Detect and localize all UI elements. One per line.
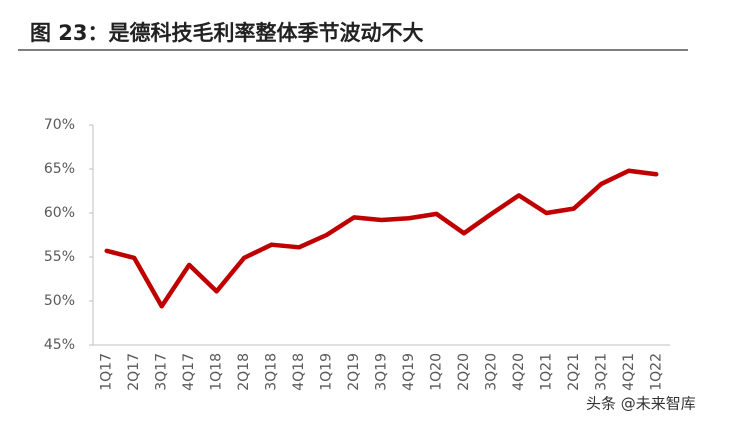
x-tick-label: 3Q21 <box>593 353 609 391</box>
x-tick-label: 1Q20 <box>428 353 444 391</box>
x-tick-label: 2Q18 <box>236 353 252 391</box>
y-tick-label: 65% <box>44 161 75 177</box>
y-tick-label: 70% <box>44 117 75 133</box>
x-tick-label: 4Q18 <box>291 353 307 391</box>
x-tick-label: 4Q20 <box>511 353 527 391</box>
y-tick-label: 60% <box>44 205 75 221</box>
x-tick-label: 2Q17 <box>126 353 142 391</box>
line-series <box>104 168 659 309</box>
x-tick-label: 1Q18 <box>209 353 225 391</box>
x-tick-label: 4Q19 <box>401 353 417 391</box>
x-tick-label: 4Q21 <box>621 353 637 391</box>
y-tick-label: 50% <box>44 293 75 309</box>
x-tick-label: 3Q17 <box>154 353 170 391</box>
y-tick-label: 45% <box>44 337 75 353</box>
x-tick-label: 3Q19 <box>374 353 390 391</box>
x-tick-label: 2Q19 <box>346 353 362 391</box>
x-tick-label: 3Q18 <box>264 353 280 391</box>
watermark: 头条 @未来智库 <box>586 395 696 413</box>
x-tick-label: 2Q20 <box>456 353 472 391</box>
x-tick-label: 1Q22 <box>648 353 664 391</box>
y-tick-label: 55% <box>44 249 75 265</box>
x-tick-label: 2Q21 <box>566 353 582 391</box>
x-tick-label: 3Q20 <box>483 353 499 391</box>
x-tick-label: 1Q17 <box>99 353 115 391</box>
x-tick-label: 1Q19 <box>319 353 335 391</box>
x-tick-label: 4Q17 <box>181 353 197 391</box>
chart-title: 图 23：是德科技毛利率整体季节波动不大 <box>30 21 424 45</box>
x-tick-label: 1Q21 <box>538 353 554 391</box>
